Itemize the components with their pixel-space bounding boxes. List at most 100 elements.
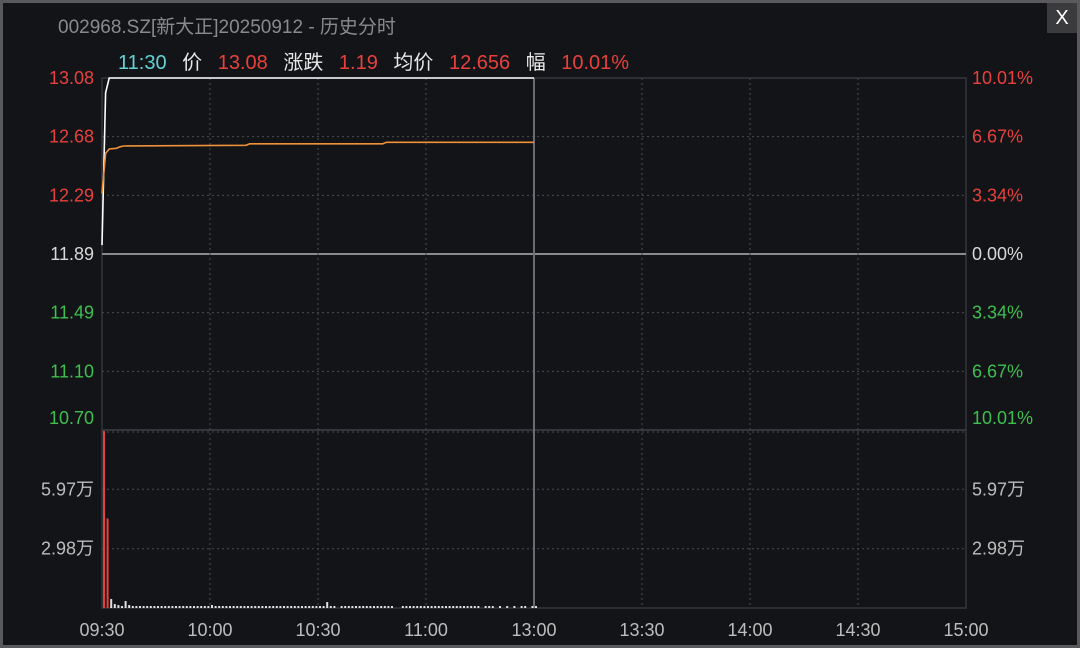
volume-bar: [146, 606, 149, 608]
volume-bar: [160, 606, 163, 608]
time-tick-label: 15:00: [943, 620, 988, 640]
time-tick-label: 14:30: [835, 620, 880, 640]
volume-bar: [297, 606, 300, 608]
volume-bar: [178, 606, 181, 608]
volume-bar: [110, 599, 113, 608]
volume-bar: [131, 606, 134, 608]
volume-bar: [405, 606, 408, 608]
volume-bar: [268, 606, 271, 608]
volume-bar: [175, 606, 177, 608]
volume-bar: [459, 606, 462, 608]
pct-tick-label: 10.01%: [972, 408, 1033, 428]
history-minute-window: 002968.SZ[新大正]20250912 - 历史分时 X 11:30 价 …: [3, 3, 1077, 645]
price-tick-label: 11.49: [50, 303, 94, 323]
volume-bar: [513, 606, 516, 608]
volume-bar: [491, 606, 494, 608]
volume-bar: [200, 606, 203, 608]
volume-bar: [477, 606, 480, 608]
volume-bar: [434, 606, 437, 608]
time-tick-label: 10:30: [295, 620, 340, 640]
volume-bar: [351, 606, 354, 608]
volume-bar: [153, 606, 156, 608]
pct-tick-label: 6.67%: [972, 127, 1023, 147]
pct-tick-label: 10.01%: [972, 68, 1033, 88]
pct-tick-label: 0.00%: [972, 244, 1023, 264]
volume-bar: [290, 606, 293, 608]
pct-value: 10.01%: [561, 52, 630, 74]
volume-bar: [207, 606, 210, 608]
volume-bar: [182, 606, 185, 608]
volume-bar: [293, 606, 296, 608]
volume-bar: [272, 606, 275, 608]
time-tick-label: 11:00: [404, 620, 448, 640]
time-tick-label: 14:00: [727, 620, 772, 640]
volume-bar: [427, 606, 429, 608]
volume-bar: [308, 606, 311, 608]
volume-tick-label: 5.97万: [41, 479, 94, 499]
avg-line: [101, 141, 534, 194]
volume-bar: [344, 606, 347, 608]
volume-bar: [401, 606, 404, 608]
volume-bar: [121, 606, 123, 608]
volume-bar: [448, 606, 451, 608]
volume-bar: [229, 606, 231, 608]
volume-bar: [203, 606, 206, 608]
volume-bar: [214, 606, 217, 608]
volume-bar: [275, 606, 278, 608]
volume-bar: [470, 606, 473, 608]
volume-bar: [225, 606, 228, 608]
volume-bar: [139, 606, 141, 608]
volume-tick-label-right: 5.97万: [972, 479, 1025, 499]
volume-bar: [387, 606, 390, 608]
volume-bar: [322, 606, 325, 608]
volume-bar: [211, 605, 213, 608]
info-bar: 11:30 价 13.08 涨跌 1.19 均价 12.656 幅 10.01%: [118, 46, 639, 75]
volume-bar: [355, 606, 357, 608]
pct-tick-label: 6.67%: [972, 361, 1023, 381]
volume-bar: [257, 606, 260, 608]
volume-bar: [164, 606, 167, 608]
volume-bar: [484, 606, 487, 608]
price-tick-label: 12.68: [49, 127, 94, 147]
volume-bar: [380, 606, 383, 608]
change-value: 1.19: [338, 52, 378, 74]
volume-bar: [531, 606, 534, 608]
volume-bar: [473, 606, 476, 608]
volume-bar: [189, 606, 192, 608]
volume-bar: [167, 606, 170, 608]
window-title: 002968.SZ[新大正]20250912 - 历史分时: [58, 17, 396, 38]
volume-bar: [286, 606, 289, 608]
volume-bar: [311, 606, 314, 608]
volume-bar: [463, 606, 465, 608]
volume-bar: [520, 606, 523, 608]
volume-bar: [329, 606, 332, 608]
volume-bar: [117, 605, 120, 608]
volume-bar: [376, 606, 379, 608]
volume-bar: [333, 606, 336, 608]
volume-bar: [326, 602, 329, 608]
pct-tick-label: 3.34%: [972, 303, 1023, 323]
price-tick-label: 10.70: [49, 408, 94, 428]
price-label: 价: [182, 52, 203, 74]
volume-bar: [261, 606, 264, 608]
volume-bar: [419, 606, 422, 608]
volume-bar: [254, 606, 257, 608]
volume-bar: [362, 606, 365, 608]
volume-bar: [452, 606, 455, 608]
price-tick-label: 12.29: [49, 185, 94, 205]
volume-bar: [315, 606, 318, 608]
volume-bar: [103, 430, 105, 608]
volume-bar: [304, 606, 307, 608]
volume-bar: [358, 606, 361, 608]
close-button[interactable]: X: [1047, 3, 1077, 33]
volume-bar: [383, 606, 386, 608]
volume-bar: [340, 606, 343, 608]
volume-bar: [506, 606, 509, 608]
volume-tick-label: 2.98万: [41, 539, 94, 559]
volume-bar: [247, 606, 249, 608]
time-tick-label: 13:30: [619, 620, 664, 640]
info-time: 11:30: [118, 52, 167, 74]
time-tick-label: 09:30: [79, 620, 124, 640]
pct-label: 幅: [525, 52, 546, 74]
